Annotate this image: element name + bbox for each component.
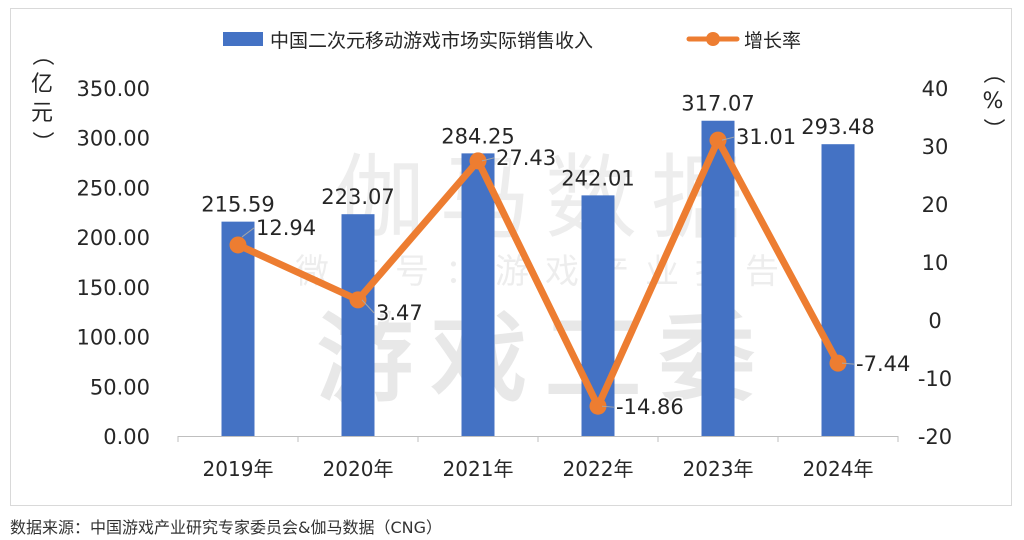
axes: 2019年 2020年 2021年 2022年 2023年 2024年 0.00 50.00 1… [29,44,1005,481]
bar-0 [221,221,255,436]
bar-value-label: 284.25 [441,124,514,148]
legend: 中国二次元移动游戏市场实际销售收入 增长率 [223,30,801,52]
x-tick-label: 2019年 [203,457,274,481]
y-right-tick-label: 10 [922,251,949,275]
bar-1 [341,214,375,436]
y-right-tick-label: -10 [918,367,952,391]
growth-rate-point-1 [349,291,367,309]
growth-rate-point-5 [829,354,847,372]
y-left-tick-label: 300.00 [77,127,150,151]
x-tick-label: 2023年 [683,457,754,481]
bar-4 [701,120,735,437]
bar-value-label: 293.48 [801,115,874,139]
bar-value-label: 215.59 [201,193,274,217]
growth-value-label: 3.47 [376,301,423,325]
bar-series [221,120,855,437]
source-note: 数据来源：中国游戏产业研究专家委员会&伽马数据（CNG） [10,518,443,537]
growth-value-label: 31.01 [736,125,796,149]
bar-value-label: 242.01 [561,166,634,190]
growth-value-label: 12.94 [256,216,316,240]
growth-rate-point-2 [469,152,487,170]
x-tick-label: 2024年 [803,457,874,481]
y-left-axis-title: （ 亿元 ） [29,44,54,153]
legend-label-growth: 增长率 [744,30,801,52]
x-tick-label: 2022年 [563,457,634,481]
growth-value-label: -14.86 [616,395,684,419]
growth-rate-line [234,136,842,410]
y-right-tick-label: 40 [922,77,949,101]
y-left-tick-label: 100.00 [77,326,150,350]
y-right-axis-title-char: % [983,89,1004,114]
legend-label-revenue: 中国二次元移动游戏市场实际销售收入 [270,30,593,52]
growth-value-label: 27.43 [496,146,556,170]
y-left-tick-label: 150.00 [77,276,150,300]
growth-label-leader [361,299,375,314]
y-left-tick-label: 250.00 [77,176,150,200]
watermark-text-committee: 游戏工委 [317,303,773,415]
y-right-tick-label: 0 [928,309,941,333]
y-left-axis-title-char: （ [29,44,54,66]
y-right-axis-title-char: ） [980,118,1005,140]
growth-label-leader [241,227,255,238]
y-right-tick-label: 30 [922,135,949,159]
growth-label-leader [721,136,735,141]
growth-label-leader [481,157,495,162]
growth-value-label: -7.44 [856,352,910,376]
y-left-axis-title-char: 亿 [31,72,53,97]
bar-2 [461,153,495,437]
bar-value-label: 223.07 [321,185,394,209]
legend-swatch-bar [223,32,263,46]
y-right-axis-title: （% ） [980,62,1005,140]
legend-swatch-marker [706,32,720,46]
growth-label-leader [601,405,615,408]
chart-frame [10,8,1012,506]
growth-rate-point-4 [709,131,727,149]
y-left-axis-title-char: ） [29,131,54,153]
y-right-axis-title-char: （ [980,62,1005,84]
y-left-tick-label: 200.00 [77,226,150,250]
x-tick-label: 2020年 [323,457,394,481]
line-series [229,131,847,415]
y-right-tick-label: 20 [922,193,949,217]
y-right-tick-label: -20 [918,425,952,449]
y-left-tick-label: 350.00 [77,77,150,101]
bar-3 [581,195,615,436]
bar-5 [821,144,855,436]
growth-label-leader [841,362,855,365]
bar-value-label: 317.07 [681,92,754,116]
y-left-tick-label: 50.00 [90,375,150,399]
growth-rate-point-0 [229,236,247,254]
y-left-tick-label: 0.00 [103,425,150,449]
data-labels: 215.59 223.07 284.25 242.01 317.07 293.48 12.9… [201,92,912,421]
growth-rate-point-3 [589,397,607,415]
x-tick-label: 2021年 [443,457,514,481]
y-left-axis-title-char: 元 [31,101,53,126]
